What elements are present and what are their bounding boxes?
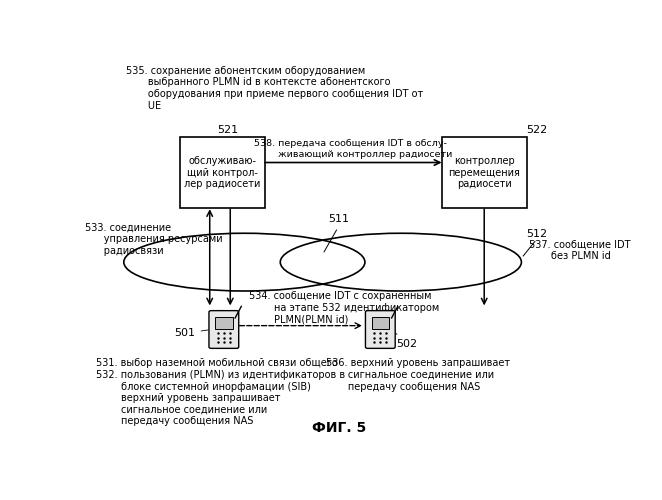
Text: 521: 521 xyxy=(217,125,238,135)
Text: 512: 512 xyxy=(526,229,547,239)
FancyBboxPatch shape xyxy=(365,310,395,348)
Text: 501: 501 xyxy=(175,328,209,338)
FancyBboxPatch shape xyxy=(371,317,389,329)
Text: 502: 502 xyxy=(396,334,417,349)
Text: 538. передача сообщения IDT в обслу-
        живающий контроллер радиосети: 538. передача сообщения IDT в обслу- жив… xyxy=(254,140,453,158)
Text: 536. верхний уровень запрашивает
       сигнальное соединение или
       передач: 536. верхний уровень запрашивает сигналь… xyxy=(326,358,510,392)
FancyBboxPatch shape xyxy=(209,310,239,348)
Text: 534. сообщение IDT с сохраненным
        на этапе 532 идентификатором
        PL: 534. сообщение IDT с сохраненным на этап… xyxy=(250,291,440,324)
FancyBboxPatch shape xyxy=(180,137,265,208)
Text: 537. сообщение IDT
       без PLMN id: 537. сообщение IDT без PLMN id xyxy=(529,240,631,262)
FancyBboxPatch shape xyxy=(215,317,232,329)
FancyBboxPatch shape xyxy=(442,137,526,208)
Text: 531. выбор наземной мобильной связи общего
532. пользования (PLMN) из идентифика: 531. выбор наземной мобильной связи обще… xyxy=(95,358,345,426)
Text: 522: 522 xyxy=(526,125,547,135)
Text: 535. сохранение абонентским оборудованием
       выбранного PLMN id в контексте : 535. сохранение абонентским оборудование… xyxy=(126,66,424,110)
Text: 511: 511 xyxy=(328,214,349,224)
Text: 533. соединение
      управления ресурсами
      радиосвязи: 533. соединение управления ресурсами рад… xyxy=(85,222,223,256)
Text: обслуживаю-
щий контрол-
лер радиосети: обслуживаю- щий контрол- лер радиосети xyxy=(185,156,261,189)
Text: ФИГ. 5: ФИГ. 5 xyxy=(312,422,366,436)
Text: контроллер
перемещения
радиосети: контроллер перемещения радиосети xyxy=(448,156,520,189)
